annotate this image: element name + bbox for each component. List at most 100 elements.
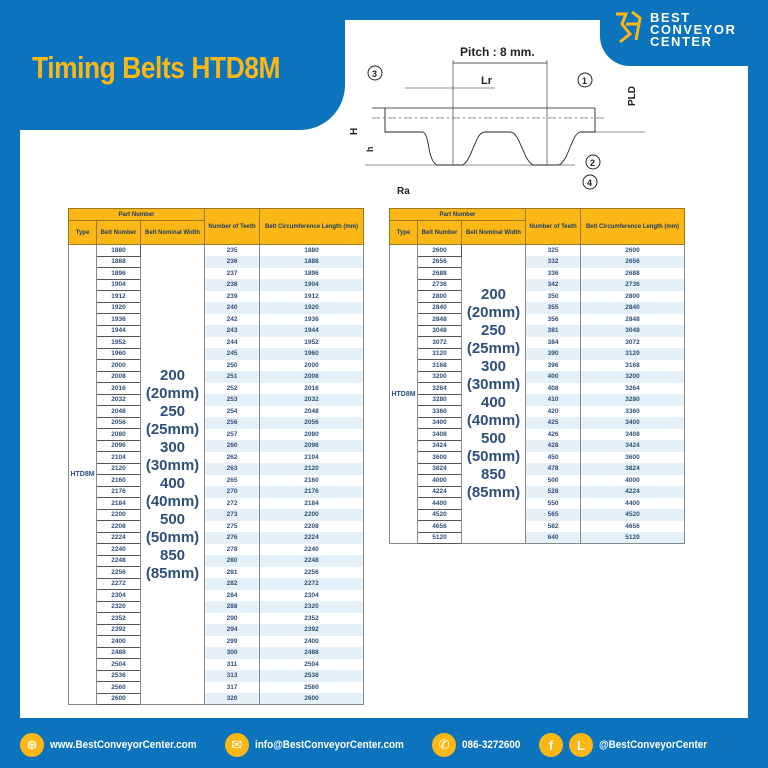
belt-number-cell: 3264 bbox=[417, 382, 462, 395]
table-row: 1944 243 1944 bbox=[69, 324, 365, 337]
belt-number-cell: 2600 bbox=[96, 692, 141, 705]
circumference-cell: 3280 bbox=[580, 394, 686, 406]
table-row: 2032 253 2032 bbox=[69, 393, 365, 406]
logo: BEST CONVEYOR CENTER bbox=[600, 0, 768, 66]
belt-number-cell: 4000 bbox=[417, 474, 462, 487]
phone-number[interactable]: 086-3272600 bbox=[462, 739, 521, 751]
facebook-icon[interactable]: f bbox=[539, 733, 564, 757]
circumference-cell: 2224 bbox=[259, 532, 365, 544]
circumference-cell: 1880 bbox=[259, 244, 365, 256]
header-type: Type bbox=[68, 220, 97, 245]
belt-number-cell: 4656 bbox=[417, 520, 462, 533]
table-row: 2352 290 2352 bbox=[69, 612, 365, 625]
table-row: HTD8M 2600 200 (20mm) 250 (25mm) 300 (30mm) 400(… bbox=[389, 244, 686, 544]
table-row: 3072 384 3072 bbox=[390, 336, 686, 349]
teeth-cell: 290 bbox=[204, 612, 261, 624]
belt-number-cell: 3400 bbox=[417, 416, 462, 429]
table-row: 2840 355 2840 bbox=[390, 301, 686, 314]
belt-table-right: Part Number Number of Teeth Belt Circumfer… bbox=[388, 208, 686, 544]
email-link[interactable]: info@BestConveyorCenter.com bbox=[254, 739, 404, 751]
belt-number-cell: 2688 bbox=[417, 267, 462, 280]
belt-number-cell: 4224 bbox=[417, 485, 462, 498]
circumference-cell: 4656 bbox=[580, 520, 686, 532]
belt-profile-diagram: Pitch : 8 mm. Lr H h PLD Ra 1 2 3 4 bbox=[349, 45, 645, 197]
svg-text:1: 1 bbox=[582, 76, 587, 86]
header-part-number: Part Number bbox=[67, 208, 206, 221]
teeth-cell: 384 bbox=[525, 336, 582, 348]
belt-number-cell: 1888 bbox=[96, 255, 141, 268]
table-row: 2256 281 2256 bbox=[69, 566, 365, 579]
table-row: 2120 263 2120 bbox=[69, 462, 365, 475]
teeth-cell: 450 bbox=[525, 451, 582, 463]
logo-mark-icon bbox=[616, 10, 642, 44]
circumference-cell: 2256 bbox=[259, 566, 365, 578]
line-icon[interactable]: L bbox=[569, 733, 594, 757]
circumference-cell: 3200 bbox=[580, 371, 686, 383]
table-row: 4000 500 4000 bbox=[390, 474, 686, 487]
belt-number-cell: 2840 bbox=[417, 301, 462, 314]
teeth-cell: 256 bbox=[204, 417, 261, 429]
teeth-cell: 500 bbox=[525, 474, 582, 486]
circumference-cell: 1952 bbox=[259, 336, 365, 348]
table-row: 2096 260 2096 bbox=[69, 439, 365, 452]
table-row: 2016 252 2016 bbox=[69, 382, 365, 395]
page-title: Timing Belts HTD8M bbox=[32, 50, 281, 85]
header-belt-number: Belt Number bbox=[96, 220, 141, 245]
teeth-cell: 400 bbox=[525, 371, 582, 383]
belt-number-cell: 3408 bbox=[417, 428, 462, 441]
circumference-cell: 1912 bbox=[259, 290, 365, 302]
title-banner: Timing Belts HTD8M bbox=[0, 0, 345, 130]
circumference-cell: 3168 bbox=[580, 359, 686, 371]
header-teeth: Number of Teeth bbox=[525, 208, 582, 245]
circumference-cell: 2304 bbox=[259, 589, 365, 601]
teeth-cell: 252 bbox=[204, 382, 261, 394]
table-row: 3264 408 3264 bbox=[390, 382, 686, 395]
circumference-cell: 2488 bbox=[259, 647, 365, 659]
circumference-cell: 2320 bbox=[259, 601, 365, 613]
website-link[interactable]: www.BestConveyorCenter.com bbox=[50, 739, 197, 751]
social-handle[interactable]: @BestConveyorCenter bbox=[599, 739, 708, 751]
belt-number-cell: 2800 bbox=[417, 290, 462, 303]
table-row: 4400 550 4400 bbox=[390, 497, 686, 510]
belt-number-cell: 3824 bbox=[417, 462, 462, 475]
belt-number-cell: 2008 bbox=[96, 370, 141, 383]
belt-number-cell: 1904 bbox=[96, 278, 141, 291]
table-row: 2080 257 2080 bbox=[69, 428, 365, 441]
circumference-cell: 3360 bbox=[580, 405, 686, 417]
teeth-cell: 245 bbox=[204, 348, 261, 360]
circumference-cell: 2208 bbox=[259, 520, 365, 532]
belt-number-cell: 2848 bbox=[417, 313, 462, 326]
circumference-cell: 2104 bbox=[259, 451, 365, 463]
table-row: 3048 381 3048 bbox=[390, 324, 686, 337]
teeth-cell: 272 bbox=[204, 497, 261, 509]
belt-number-cell: 2096 bbox=[96, 439, 141, 452]
table-row: 2200 273 2200 bbox=[69, 508, 365, 521]
header-belt-number: Belt Number bbox=[417, 220, 462, 245]
teeth-cell: 311 bbox=[204, 658, 261, 670]
table-row: 5120 640 5120 bbox=[390, 531, 686, 544]
table-row: 2392 294 2392 bbox=[69, 623, 365, 636]
teeth-cell: 260 bbox=[204, 440, 261, 452]
circumference-cell: 2120 bbox=[259, 463, 365, 475]
teeth-cell: 350 bbox=[525, 290, 582, 302]
belt-number-cell: 3600 bbox=[417, 451, 462, 464]
table-row: 1912 239 1912 bbox=[69, 290, 365, 303]
teeth-cell: 273 bbox=[204, 509, 261, 521]
teeth-cell: 278 bbox=[204, 543, 261, 555]
teeth-cell: 336 bbox=[525, 267, 582, 279]
teeth-cell: 300 bbox=[204, 647, 261, 659]
belt-number-cell: 1944 bbox=[96, 324, 141, 337]
table-row: 4224 528 4224 bbox=[390, 485, 686, 498]
table-row: 2736 342 2736 bbox=[390, 278, 686, 291]
teeth-cell: 410 bbox=[525, 394, 582, 406]
belt-number-cell: 2248 bbox=[96, 554, 141, 567]
circumference-cell: 2600 bbox=[580, 244, 686, 256]
belt-table-left: Part Number Number of Teeth Belt Circumfer… bbox=[67, 208, 365, 705]
circumference-cell: 3072 bbox=[580, 336, 686, 348]
teeth-cell: 294 bbox=[204, 624, 261, 636]
table-row: 1936 242 1936 bbox=[69, 313, 365, 326]
table-row: 2248 280 2248 bbox=[69, 554, 365, 567]
circumference-cell: 1920 bbox=[259, 302, 365, 314]
circumference-cell: 2248 bbox=[259, 555, 365, 567]
teeth-cell: 342 bbox=[525, 279, 582, 291]
